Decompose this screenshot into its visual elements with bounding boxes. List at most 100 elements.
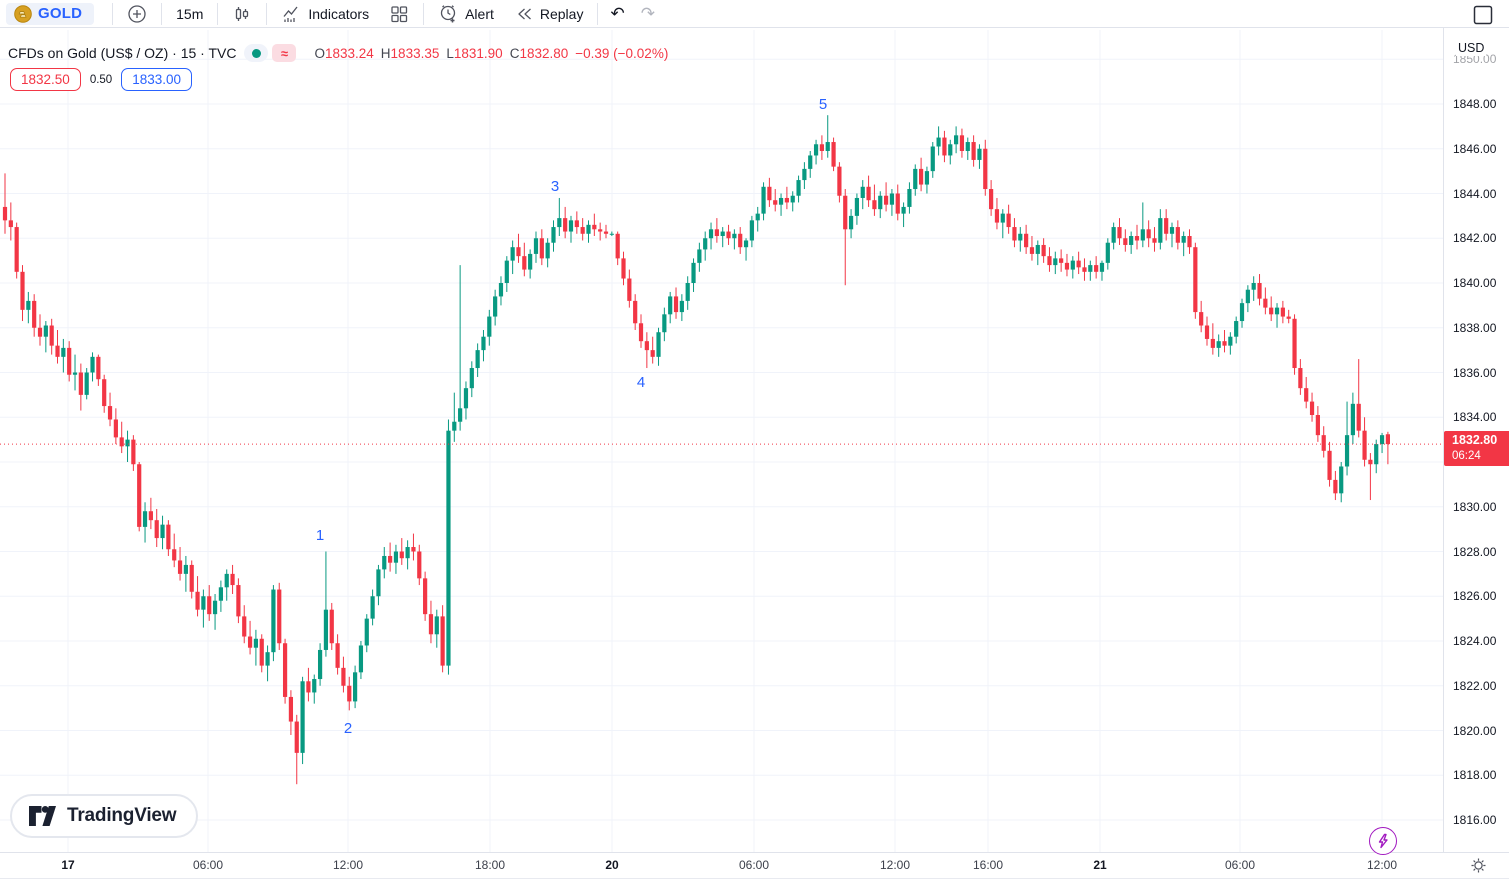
- price-axis[interactable]: USD 1832.80 06:24 1850.00 1848.00 1846.00 1…: [1443, 28, 1509, 852]
- candle-body: [1280, 307, 1285, 317]
- candle-body: [1210, 338, 1215, 348]
- candle-body: [382, 555, 387, 570]
- candle-body: [166, 524, 171, 550]
- candle-body: [265, 652, 270, 666]
- candle-body: [673, 296, 679, 313]
- alert-button[interactable]: Alert: [428, 2, 504, 26]
- candle-body: [207, 596, 212, 615]
- candle-body: [294, 721, 299, 753]
- candle-body: [428, 614, 434, 635]
- fullscreen-button[interactable]: [1471, 3, 1495, 27]
- candle-body: [137, 464, 142, 527]
- price-tick-label: 1820.00: [1453, 723, 1497, 738]
- candle-body: [102, 379, 107, 407]
- candle-body: [901, 206, 906, 214]
- candle-body: [825, 142, 830, 151]
- symbol-button[interactable]: GOLD: [6, 2, 95, 25]
- price-tick-label: 1836.00: [1453, 365, 1497, 380]
- candle-body: [1129, 236, 1134, 245]
- candle-body: [679, 300, 684, 313]
- wave-marker: 1: [316, 527, 324, 544]
- candle-body: [819, 144, 824, 151]
- candle-body: [918, 168, 924, 185]
- candle-body: [813, 144, 819, 156]
- chart-type-button[interactable]: [222, 2, 262, 26]
- candle-body: [790, 195, 795, 203]
- candle-body: [703, 238, 708, 250]
- redo-button[interactable]: ↷: [633, 2, 663, 26]
- candle-body: [1309, 401, 1315, 416]
- candle-body: [335, 643, 340, 668]
- indicators-button[interactable]: Indicators: [271, 2, 379, 26]
- time-axis-settings-button[interactable]: [1469, 857, 1487, 875]
- compare-add-button[interactable]: [117, 2, 157, 26]
- candle-body: [1362, 430, 1367, 460]
- candle-body: [656, 332, 661, 357]
- candle-body: [247, 636, 253, 648]
- sell-button[interactable]: 1832.50: [10, 68, 81, 91]
- candle-body: [913, 168, 918, 190]
- time-axis[interactable]: 17 06:00 12:00 18:00 20 06:00 12:00 16:00 21 06:0…: [0, 852, 1509, 879]
- toolbar-separator: [423, 2, 425, 25]
- time-tick-label: 12:00: [1366, 858, 1398, 872]
- candle-body: [1047, 256, 1052, 266]
- redo-arrow-icon: ↷: [640, 3, 655, 23]
- price-tick-label: 1840.00: [1453, 276, 1497, 290]
- candle-body: [545, 242, 550, 259]
- candle-body: [1333, 479, 1338, 494]
- undo-button[interactable]: ↶: [602, 2, 632, 26]
- price-tick-label: 1822.00: [1453, 678, 1497, 693]
- candle-body: [516, 247, 521, 257]
- candle-body: [160, 524, 165, 539]
- high-value: 1833.35: [390, 45, 440, 61]
- candle-body: [510, 247, 515, 261]
- tradingview-logo-text: TradingView: [67, 805, 177, 826]
- candle-body: [1076, 260, 1081, 268]
- candle-body: [475, 350, 480, 369]
- candle-body: [732, 233, 737, 239]
- candlestick-chart-pane[interactable]: 1 2 3 4 5: [0, 0, 1443, 852]
- approx-symbol: ≈: [280, 45, 289, 61]
- candle-body: [20, 271, 25, 310]
- approx-values-badge[interactable]: ≈: [272, 44, 297, 62]
- candle-body: [1269, 307, 1274, 315]
- buy-button[interactable]: 1833.00: [121, 68, 193, 91]
- candle-body: [1024, 233, 1029, 248]
- candle-body: [533, 238, 539, 254]
- price-tick-label: 1842.00: [1453, 231, 1497, 246]
- top-toolbar: GOLD 15m Indicators: [0, 0, 1509, 28]
- candle-body: [1018, 233, 1023, 241]
- candle-body: [230, 573, 235, 586]
- tradingview-logo[interactable]: TradingView: [10, 794, 199, 838]
- market-status-badge[interactable]: [244, 44, 269, 62]
- replay-button[interactable]: Replay: [504, 2, 594, 26]
- candle-body: [1321, 435, 1326, 451]
- close-value: 1832.80: [519, 45, 569, 61]
- candle-body: [1292, 318, 1297, 369]
- candle-body: [568, 220, 574, 232]
- candle-body: [323, 609, 329, 650]
- candle-body: [67, 347, 72, 375]
- candle-body: [1199, 312, 1204, 326]
- candle-body: [259, 638, 264, 666]
- currency-label: USD: [1456, 40, 1487, 56]
- open-label: O: [314, 45, 325, 61]
- candle-body: [329, 609, 334, 644]
- candle-body: [1286, 316, 1291, 319]
- candle-body: [831, 142, 836, 167]
- symbol-title[interactable]: CFDs on Gold (US$ / OZ) · 15 · TVC: [8, 45, 237, 61]
- timeframe-button[interactable]: 15m: [166, 2, 213, 26]
- candle-body: [878, 195, 883, 210]
- candle-body: [1146, 229, 1151, 239]
- candle-body: [411, 547, 416, 552]
- layout-templates-button[interactable]: [379, 2, 419, 26]
- candle-body: [720, 231, 725, 237]
- lightning-button[interactable]: [1369, 827, 1397, 855]
- time-tick-label: 06:00: [192, 858, 224, 872]
- candle-body: [1368, 459, 1373, 465]
- alarm-clock-icon: [438, 3, 459, 24]
- candle-body: [627, 278, 632, 301]
- candle-body: [977, 148, 982, 160]
- candle-body: [1251, 283, 1256, 290]
- toolbar-separator: [161, 2, 163, 25]
